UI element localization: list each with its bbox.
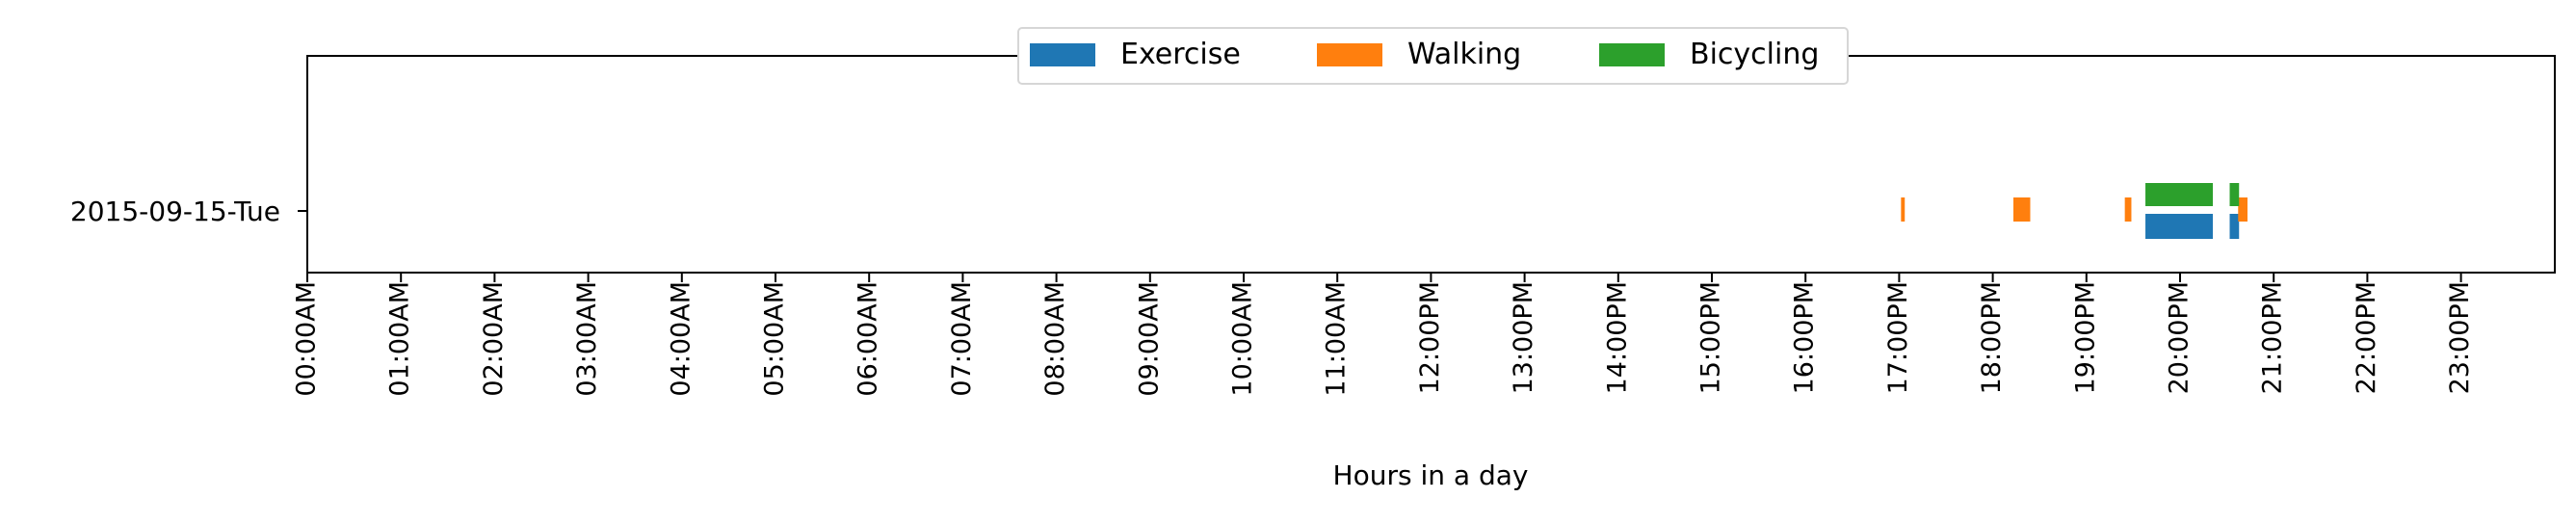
axis-layer: 00:00AM 01:00AM 02:00AM 03:00AM 04:00AM 05:00… <box>292 210 2475 397</box>
x-tick-label: 21:00PM <box>2258 281 2288 394</box>
x-tick-label: 13:00PM <box>1509 281 1538 394</box>
bicycling-bar <box>2145 183 2214 206</box>
x-tick-label: 06:00AM <box>854 281 883 397</box>
bicycling-bar <box>2229 183 2240 206</box>
x-tick-label: 22:00PM <box>2352 281 2381 394</box>
x-tick-label: 17:00PM <box>1883 281 1913 394</box>
legend-swatch-exercise <box>1030 43 1095 66</box>
x-tick-label: 03:00AM <box>572 281 602 397</box>
x-tick-label: 18:00PM <box>1977 281 2007 394</box>
x-tick-label: 09:00AM <box>1134 281 1164 397</box>
exercise-bar <box>2229 214 2240 239</box>
x-tick-label: 11:00AM <box>1322 281 1352 397</box>
legend: Exercise Walking Bicycling <box>1017 27 1849 85</box>
x-tick-label: 16:00PM <box>1790 281 1820 394</box>
x-tick-label: 04:00AM <box>666 281 696 397</box>
walking-bar <box>1901 197 1906 222</box>
x-tick-label: 19:00PM <box>2070 281 2100 394</box>
walking-bar <box>2012 197 2031 222</box>
walking-bar <box>2238 197 2247 222</box>
bar-layer <box>1901 183 2247 239</box>
x-tick-label: 15:00PM <box>1696 281 1726 394</box>
legend-label-walking: Walking <box>1407 38 1521 71</box>
y-category-label: 2015-09-15-Tue <box>70 196 280 227</box>
legend-box <box>1017 27 1849 85</box>
x-tick-label: 08:00AM <box>1040 281 1070 397</box>
legend-swatch-bicycling <box>1599 43 1665 66</box>
x-tick-label: 10:00AM <box>1228 281 1258 397</box>
x-tick-label: 02:00AM <box>479 281 509 397</box>
x-tick-label: 00:00AM <box>292 281 322 397</box>
x-tick-label: 07:00AM <box>947 281 977 397</box>
exercise-bar <box>2145 214 2214 239</box>
x-tick-label: 05:00AM <box>760 281 790 397</box>
legend-label-bicycling: Bicycling <box>1690 38 1819 71</box>
x-tick-label: 14:00PM <box>1602 281 1632 394</box>
legend-swatch-walking <box>1317 43 1382 66</box>
x-tick-label: 01:00AM <box>385 281 415 397</box>
legend-label-exercise: Exercise <box>1120 38 1241 71</box>
x-tick-label: 20:00PM <box>2165 281 2195 394</box>
walking-bar <box>2124 197 2132 222</box>
x-axis-label: Hours in a day <box>1333 459 1529 491</box>
x-tick-label: 23:00PM <box>2445 281 2475 394</box>
x-tick-label: 12:00PM <box>1415 281 1445 394</box>
